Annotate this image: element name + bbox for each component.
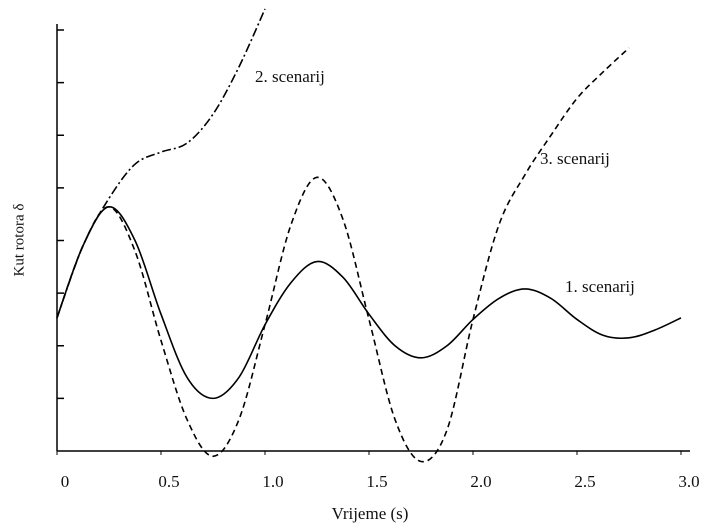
x-tick-label: 2.5: [574, 472, 595, 491]
x-tick-label: 2.0: [470, 472, 491, 491]
x-tick-label: 1.5: [366, 472, 387, 491]
series-label: 3. scenarij: [540, 149, 610, 168]
x-tick-label: 3.0: [678, 472, 699, 491]
x-axis-label: Vrijeme (s): [332, 504, 409, 523]
line-series: [56, 47, 630, 463]
line-series: [56, 8, 266, 319]
series-label: 2. scenarij: [255, 67, 325, 86]
x-tick-label: 0: [61, 472, 70, 491]
y-axis-label: Kut rotora δ: [11, 204, 27, 277]
x-tick-label: 1.0: [262, 472, 283, 491]
series-label: 1. scenarij: [565, 277, 635, 296]
x-tick-label: 0.5: [158, 472, 179, 491]
